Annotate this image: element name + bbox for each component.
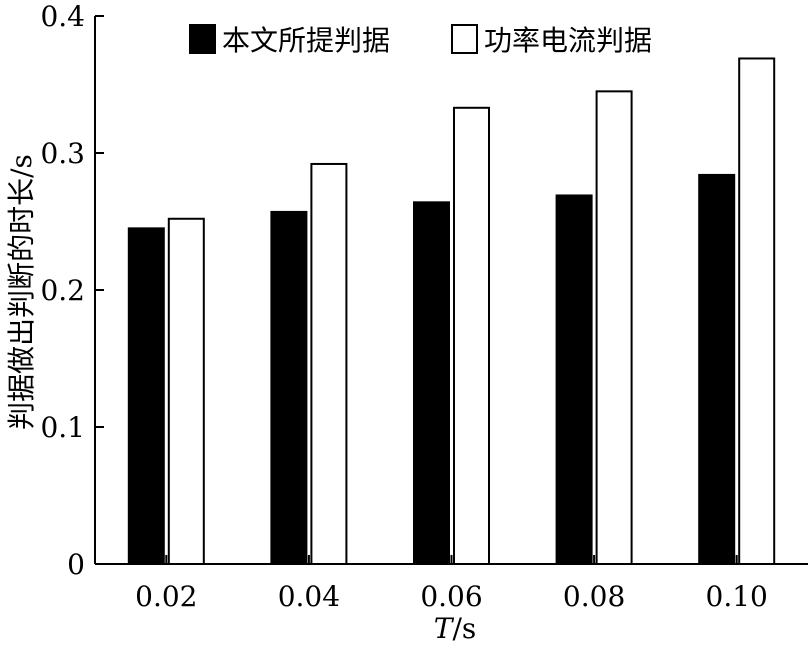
bar-series-1-0.04 xyxy=(270,210,308,565)
x-tick-label: 0.06 xyxy=(420,580,482,613)
x-tick-label: 0.04 xyxy=(278,580,340,613)
x-axis-label: T/s xyxy=(434,612,477,645)
bar-series-1-0.10 xyxy=(698,173,736,565)
y-axis-label: 判据做出判断的时长/s xyxy=(5,154,38,430)
bar-series-1-0.08 xyxy=(555,194,593,565)
bar-series-2-0.08 xyxy=(595,90,633,565)
x-tick-label: 0.02 xyxy=(135,580,197,613)
legend: 本文所提判据 功率电流判据 xyxy=(189,24,652,57)
x-axis-label-unit: /s xyxy=(452,612,476,645)
bar-series-2-0.10 xyxy=(738,57,776,565)
y-tick-label: 0.3 xyxy=(40,137,85,170)
bar-series-2-0.02 xyxy=(167,217,205,565)
x-axis-label-variable: T xyxy=(434,612,455,645)
bar-series-1-0.02 xyxy=(127,227,165,565)
bar-series-2-0.06 xyxy=(453,106,490,565)
x-tick-label: 0.10 xyxy=(706,580,768,613)
y-tick-label: 0 xyxy=(67,548,85,581)
y-tick-label: 0.4 xyxy=(40,0,85,33)
y-tick-label: 0.1 xyxy=(40,411,85,444)
legend-label-series-1: 本文所提判据 xyxy=(222,24,390,57)
bar-series-2-0.04 xyxy=(310,162,348,566)
bar-series-1-0.06 xyxy=(413,201,450,565)
bars-layer xyxy=(127,57,776,566)
legend-label-series-2: 功率电流判据 xyxy=(484,24,652,57)
axes-layer: 0.02 0.04 0.06 0.08 0.10 0 0.1 0.2 0.3 0.4 xyxy=(40,0,808,613)
legend-swatch-series-2 xyxy=(451,24,478,54)
legend-swatch-series-1 xyxy=(189,24,216,54)
y-tick-label: 0.2 xyxy=(40,274,85,307)
x-tick-label: 0.08 xyxy=(563,580,625,613)
